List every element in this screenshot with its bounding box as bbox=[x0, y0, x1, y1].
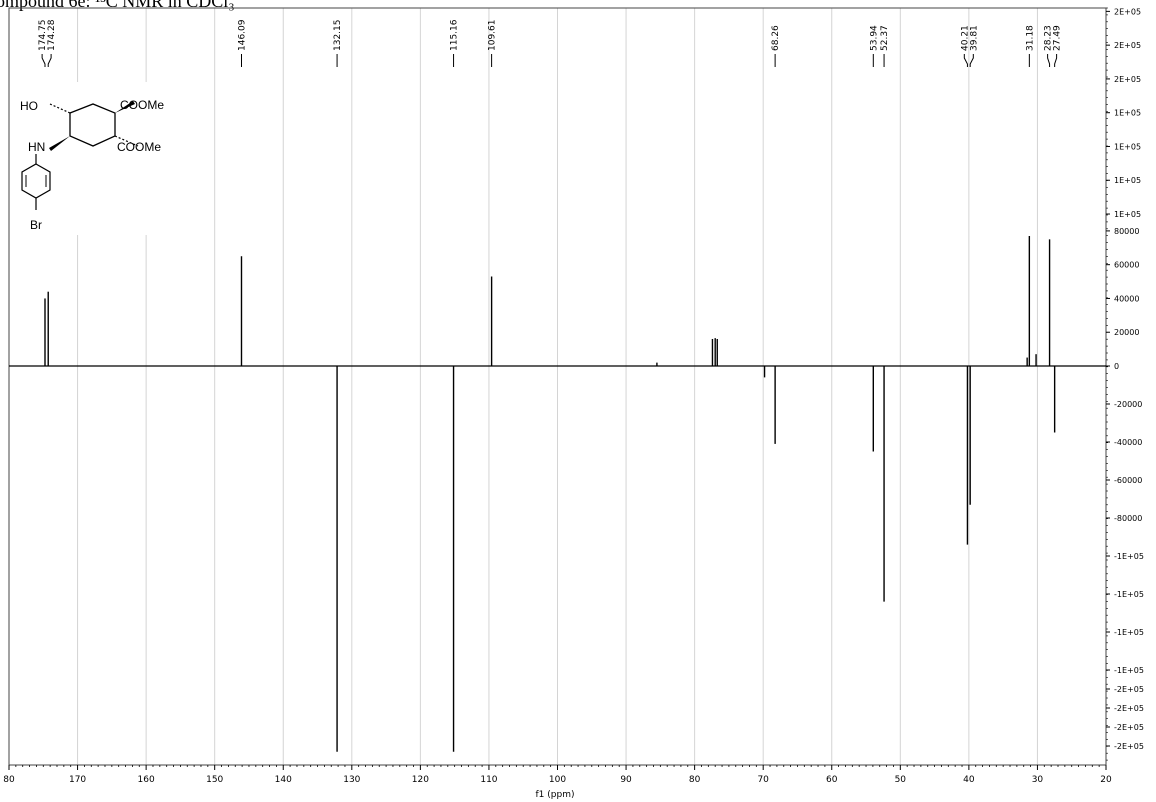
peak-label-leader bbox=[963, 54, 968, 67]
hn-label: HN bbox=[28, 140, 45, 154]
x-tick-label: 100 bbox=[549, 775, 566, 785]
y-tick-label: 1E+05 bbox=[1114, 210, 1141, 219]
y-tick-label: 80000 bbox=[1114, 227, 1139, 236]
peak-label: 31.18 bbox=[1025, 25, 1035, 51]
y-tick-label: 1E+05 bbox=[1114, 176, 1141, 185]
x-tick-label: 80 bbox=[689, 775, 701, 785]
y-tick-label: -1E+05 bbox=[1114, 552, 1144, 561]
peaks bbox=[44, 235, 1056, 752]
y-tick-label: -2E+05 bbox=[1114, 742, 1144, 751]
x-tick-label: 40 bbox=[963, 775, 975, 785]
x-tick-label: 140 bbox=[275, 775, 292, 785]
x-tick-label: 30 bbox=[1032, 775, 1044, 785]
peak-label: 27.49 bbox=[1053, 25, 1063, 51]
y-tick-label: -1E+05 bbox=[1114, 590, 1144, 599]
x-tick-label: 80 bbox=[3, 775, 15, 785]
peak-label: 146.09 bbox=[237, 19, 247, 51]
br-label: Br bbox=[30, 218, 42, 232]
y-tick-label: 2E+05 bbox=[1114, 75, 1141, 84]
y-tick-label: 20000 bbox=[1114, 328, 1139, 337]
y-tick-label: 2E+05 bbox=[1114, 7, 1141, 16]
y-tick-label: 1E+05 bbox=[1114, 142, 1141, 151]
x-axis-label: f1 (ppm) bbox=[536, 790, 575, 800]
x-tick-label: 170 bbox=[69, 775, 86, 785]
x-axis: 80 170 160 150 140 130 120 110 100 90 80 70 60 50 40 30… bbox=[3, 765, 1112, 785]
chemical-structure: HO HN COOMe COOMe Br bbox=[10, 82, 165, 235]
peak-labels: 174.75 174.28 146.09 132.15 115.16 109.61 68.2… bbox=[38, 19, 1063, 67]
peak-label: 39.81 bbox=[969, 25, 979, 51]
peak-label: 109.61 bbox=[488, 20, 498, 52]
peak-label-leader bbox=[41, 54, 46, 67]
y-tick-label: -1E+05 bbox=[1114, 628, 1144, 637]
y-tick-label: -40000 bbox=[1114, 438, 1142, 447]
peak-label: 174.75 bbox=[38, 20, 48, 52]
peak-label: 28.23 bbox=[1044, 25, 1054, 51]
x-tick-label: 50 bbox=[895, 775, 907, 785]
grid-lines bbox=[77, 8, 1038, 765]
x-tick-label: 120 bbox=[412, 775, 429, 785]
ho-label: HO bbox=[20, 99, 38, 113]
peak-label-leader bbox=[47, 54, 52, 67]
y-tick-label: -60000 bbox=[1114, 476, 1142, 485]
peak-label: 53.94 bbox=[869, 25, 879, 51]
y-tick-label: -80000 bbox=[1114, 514, 1142, 523]
peak-label: 174.28 bbox=[47, 19, 57, 51]
y-tick-label: -2E+05 bbox=[1114, 723, 1144, 732]
header-text: ompound 6e: ¹³C NMR in CDCl₃ bbox=[0, 0, 235, 11]
y-tick-label: 0 bbox=[1114, 362, 1119, 371]
peak-label: 52.37 bbox=[880, 25, 890, 51]
peak-label-leader bbox=[1047, 54, 1051, 67]
peak-label-leader bbox=[969, 54, 974, 67]
x-tick-label: 20 bbox=[1100, 775, 1112, 785]
x-tick-label: 60 bbox=[826, 775, 838, 785]
x-tick-label: 70 bbox=[757, 775, 769, 785]
x-tick-label: 130 bbox=[343, 775, 360, 785]
peak-label: 132.15 bbox=[333, 20, 343, 52]
peak-label: 40.21 bbox=[960, 25, 970, 51]
x-tick-label: 150 bbox=[206, 775, 223, 785]
peak-label: 115.16 bbox=[450, 19, 460, 51]
peak-label: 68.26 bbox=[771, 25, 781, 51]
y-tick-label: 2E+05 bbox=[1114, 41, 1141, 50]
y-tick-label: -2E+05 bbox=[1114, 704, 1144, 713]
y-tick-label: 60000 bbox=[1114, 261, 1139, 270]
x-tick-label: 90 bbox=[620, 775, 632, 785]
x-tick-label: 160 bbox=[138, 775, 155, 785]
y-tick-label: -20000 bbox=[1114, 400, 1142, 409]
y-tick-label: 1E+05 bbox=[1114, 109, 1141, 118]
y-tick-label: 40000 bbox=[1114, 294, 1139, 303]
y-tick-label: -2E+05 bbox=[1114, 685, 1144, 694]
y-tick-label: -1E+05 bbox=[1114, 666, 1144, 675]
y-axis: 2E+05 2E+05 2E+05 1E+05 1E+05 1E+05 1E+05 80000… bbox=[1106, 7, 1144, 761]
ester-bottom-label: COOMe bbox=[117, 140, 161, 154]
peak-label-leader bbox=[1054, 54, 1058, 67]
x-tick-label: 110 bbox=[480, 775, 497, 785]
ester-top-label: COOMe bbox=[120, 98, 164, 112]
